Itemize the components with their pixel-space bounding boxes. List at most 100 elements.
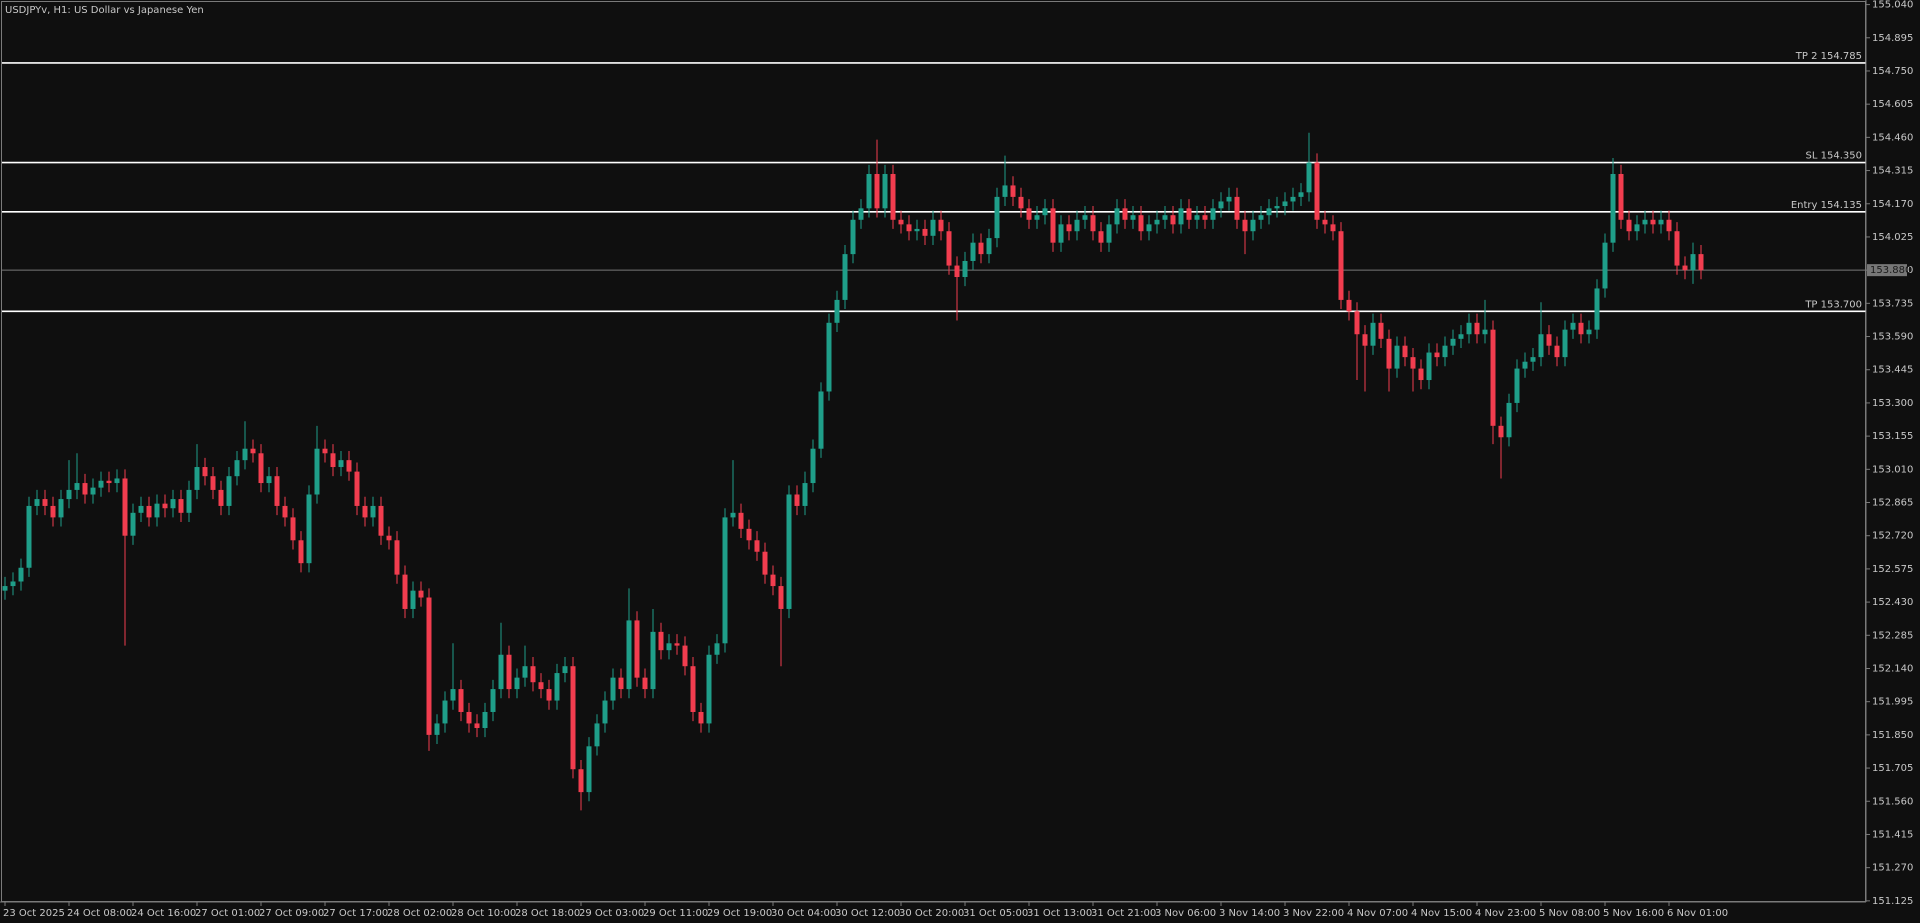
y-tick-label: 154.170 — [1872, 199, 1913, 210]
candle-body — [786, 494, 792, 609]
candle-body — [1546, 334, 1552, 346]
candle-body — [122, 478, 128, 536]
candle-body — [922, 228, 928, 236]
candle-body — [146, 505, 152, 518]
candle-body — [1402, 345, 1408, 358]
candle-body — [306, 494, 312, 564]
y-tick-label: 151.705 — [1872, 763, 1913, 774]
candle-body — [1434, 352, 1440, 358]
candle-body — [1194, 215, 1200, 220]
candle-body — [722, 517, 728, 644]
y-tick-label: 151.560 — [1872, 796, 1913, 807]
level-lines: TP 2 154.785 SL 154.350 Entry 154.135 TP 15… — [2, 51, 1866, 313]
x-tick-label: 4 Nov 07:00 — [1347, 908, 1408, 919]
candle-body — [266, 476, 272, 484]
y-tick-label: 153.445 — [1872, 365, 1913, 376]
candle-body — [1426, 352, 1432, 381]
candle-body — [890, 173, 896, 220]
candle-body — [634, 620, 640, 678]
candle-body — [810, 448, 816, 484]
candle-body — [282, 505, 288, 518]
chart-title: USDJPYv, H1: US Dollar vs Japanese Yen — [5, 5, 204, 16]
candle-body — [530, 666, 536, 683]
candle-body — [1050, 208, 1056, 243]
candle-body — [1690, 254, 1696, 271]
x-tick-label: 30 Oct 20:00 — [899, 908, 964, 919]
y-tick-label: 153.735 — [1872, 298, 1913, 309]
candle-body — [1666, 219, 1672, 232]
y-tick-label: 152.575 — [1872, 564, 1913, 575]
candle-body — [1010, 185, 1016, 197]
candle-body — [882, 173, 888, 209]
candle-body — [274, 476, 280, 506]
candle-body — [34, 499, 40, 506]
candle-body — [650, 631, 656, 690]
candle-body — [1138, 215, 1144, 232]
candle-body — [202, 467, 208, 477]
y-tick-label: 154.025 — [1872, 232, 1913, 243]
candle-body — [1290, 196, 1296, 202]
y-tick-label: 151.995 — [1872, 697, 1913, 708]
candle-body — [1578, 322, 1584, 335]
x-tick-label: 27 Oct 01:00 — [195, 908, 260, 919]
candle-body — [1314, 162, 1320, 220]
candle-body — [234, 460, 240, 477]
candle-body — [1082, 215, 1088, 220]
candle-body — [1610, 173, 1616, 243]
candle-body — [50, 505, 56, 518]
candle-body — [466, 711, 472, 724]
candle-body — [698, 711, 704, 724]
candle-body — [482, 711, 488, 729]
candle-body — [1378, 322, 1384, 339]
candle-body — [778, 586, 784, 609]
candle-body — [666, 643, 672, 651]
x-tick-label: 28 Oct 10:00 — [451, 908, 516, 919]
candle-body — [1570, 322, 1576, 330]
current-price-tag — [1867, 264, 1907, 277]
candle-body — [106, 480, 112, 484]
candle-body — [1642, 219, 1648, 225]
candle-body — [250, 448, 256, 454]
candle-body — [298, 540, 304, 564]
candle-body — [1114, 208, 1120, 225]
candle-body — [74, 483, 80, 490]
level-label: TP 153.700 — [1804, 299, 1862, 310]
candles — [2, 132, 1704, 811]
x-tick-label: 3 Nov 14:00 — [1219, 908, 1280, 919]
candle-body — [746, 528, 752, 541]
candle-body — [1386, 338, 1392, 369]
candle-body — [394, 540, 400, 575]
x-tick-label: 24 Oct 16:00 — [131, 908, 196, 919]
candle-body — [154, 503, 160, 518]
candle-body — [1322, 219, 1328, 225]
candle-body — [410, 590, 416, 609]
candle-body — [946, 231, 952, 266]
candle-body — [546, 689, 552, 701]
candle-body — [26, 505, 32, 568]
candle-body — [474, 723, 480, 729]
candle-body — [322, 448, 328, 454]
candle-body — [418, 590, 424, 598]
candle-body — [874, 173, 880, 209]
x-tick-label: 6 Nov 01:00 — [1667, 908, 1728, 919]
current-price-label: 153.880 — [1870, 265, 1911, 276]
x-tick-label: 4 Nov 23:00 — [1475, 908, 1536, 919]
candle-body — [434, 723, 440, 735]
y-tick-label: 152.865 — [1872, 498, 1913, 509]
candle-body — [914, 228, 920, 232]
candle-body — [90, 487, 96, 495]
candle-body — [1042, 208, 1048, 216]
candle-body — [1090, 215, 1096, 232]
candle-body — [1338, 231, 1344, 300]
candle-body — [1034, 215, 1040, 220]
candle-body — [442, 700, 448, 724]
candle-body — [938, 219, 944, 232]
candle-body — [138, 505, 144, 513]
candle-body — [1154, 219, 1160, 225]
candle-body — [594, 723, 600, 747]
x-tick-label: 4 Nov 15:00 — [1411, 908, 1472, 919]
candle-body — [1130, 215, 1136, 220]
candle-body — [1170, 215, 1176, 225]
candle-body — [610, 677, 616, 701]
candle-body — [642, 677, 648, 690]
